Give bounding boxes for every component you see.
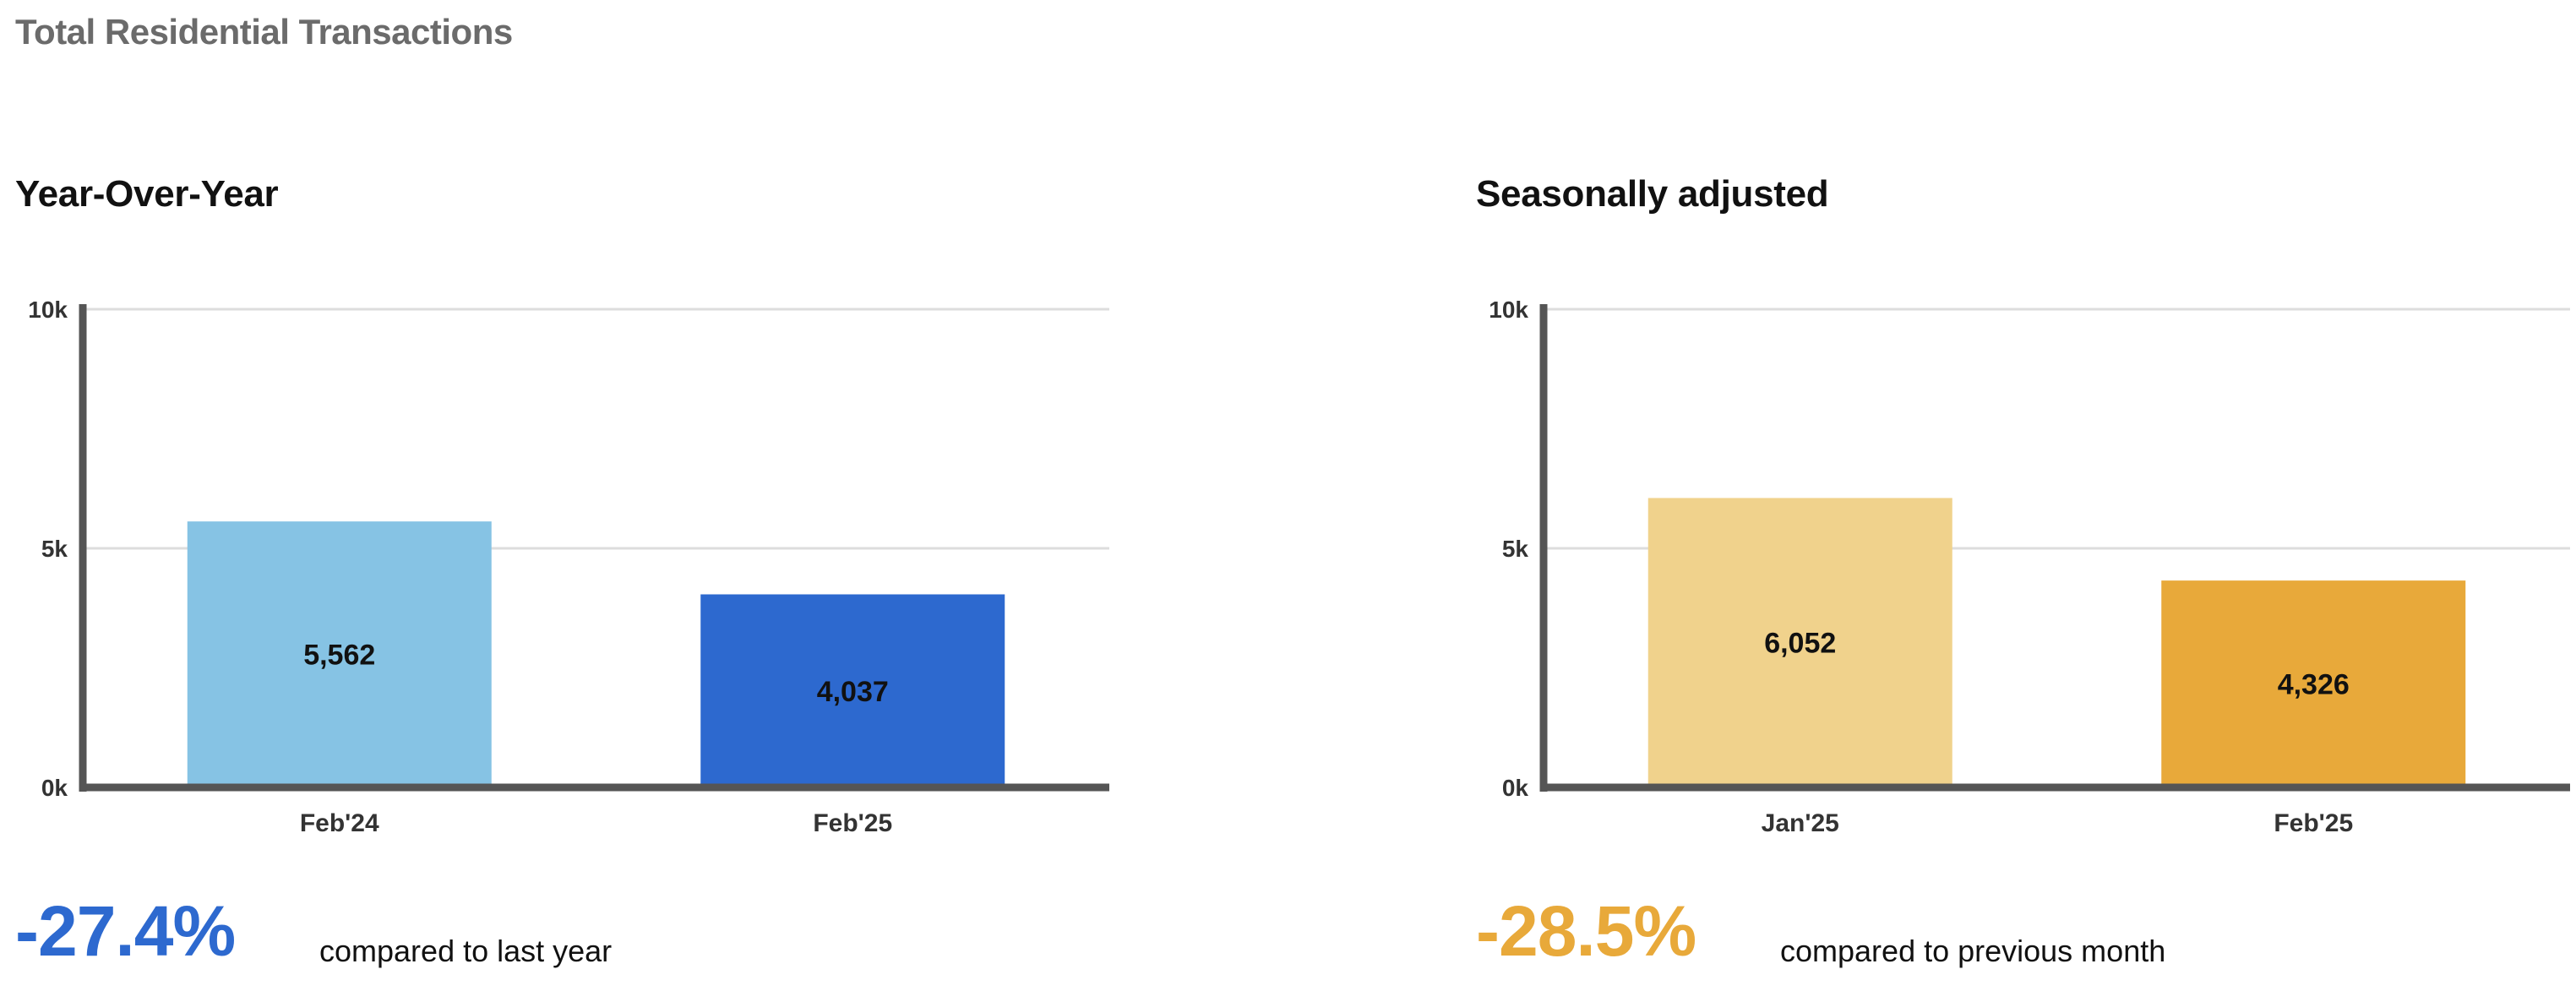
yoy-change-percent: -27.4% — [15, 891, 236, 971]
yoy-y-tick-label: 5k — [41, 536, 68, 562]
seasonal-x-category-label: Jan'25 — [1762, 809, 1839, 836]
seasonal-chart-title: Seasonally adjusted — [1476, 173, 1829, 215]
seasonal-x-category-label: Feb'25 — [2274, 809, 2353, 836]
seasonal-bar-value-label: 4,326 — [2278, 669, 2350, 701]
seasonal-panel: Seasonally adjusted 0k 5k 10k 6,052 Jan'25 4,… — [1476, 0, 2576, 1002]
seasonal-bar-value-label: 6,052 — [1764, 628, 1836, 660]
seasonal-y-tick-label: 0k — [1502, 775, 1529, 801]
seasonal-compare-text: compared to previous month — [1780, 934, 2166, 968]
yoy-bar-chart: 0k 5k 10k 5,562 Feb'24 4,037 Feb'25 — [28, 297, 1109, 836]
yoy-x-category-label: Feb'25 — [813, 809, 892, 836]
yoy-compare-text: compared to last year — [319, 934, 613, 968]
seasonal-y-tick-label: 10k — [1489, 297, 1528, 323]
seasonal-bar-2 — [2161, 580, 2466, 787]
yoy-bar-2 — [700, 594, 1005, 787]
yoy-bar-1 — [187, 521, 492, 787]
yoy-y-tick-label: 0k — [41, 775, 68, 801]
seasonal-bar-1 — [1647, 498, 1952, 787]
seasonal-change-percent: -28.5% — [1476, 891, 1696, 971]
yoy-panel: Year-Over-Year 0k 5k 10k 5,562 Feb'24 4,037 Fe… — [15, 0, 1240, 1002]
page-title: Total Residential Transactions — [15, 12, 513, 52]
seasonal-bar-chart: 0k 5k 10k 6,052 Jan'25 4,326 Feb'25 — [1489, 297, 2570, 836]
yoy-bar-value-label: 5,562 — [303, 640, 375, 672]
yoy-x-category-label: Feb'24 — [300, 809, 379, 836]
seasonal-y-tick-label: 5k — [1502, 536, 1529, 562]
yoy-y-tick-label: 10k — [28, 297, 68, 323]
yoy-bar-value-label: 4,037 — [817, 676, 889, 708]
yoy-chart-title: Year-Over-Year — [15, 173, 279, 215]
